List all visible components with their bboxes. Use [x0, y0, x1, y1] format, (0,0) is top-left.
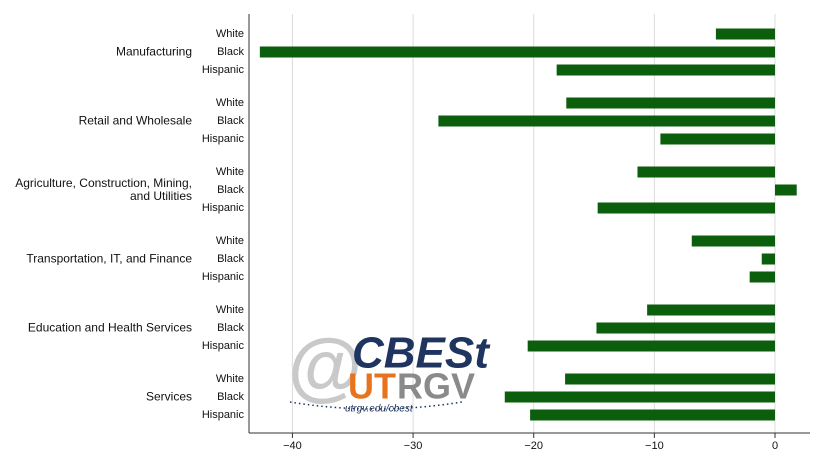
bar — [556, 64, 776, 76]
bar — [597, 202, 776, 214]
category-label: Hispanic — [202, 202, 245, 214]
category-label: Black — [217, 115, 244, 127]
bar — [438, 115, 776, 127]
category-label: White — [216, 235, 244, 247]
group-label: Agriculture, Construction, Mining, and U… — [15, 176, 192, 203]
category-label: White — [216, 97, 244, 109]
category-label: Black — [217, 391, 244, 403]
bar — [691, 235, 776, 247]
bar — [566, 97, 776, 109]
category-label: White — [216, 28, 244, 40]
logo-rgv: RGV — [397, 366, 475, 407]
bar — [775, 184, 797, 196]
logo-url: utrgv.edu/cbest — [345, 404, 414, 415]
category-label: Black — [217, 322, 244, 334]
bar — [647, 304, 776, 316]
bar — [565, 373, 776, 385]
group-label: Manufacturing — [115, 44, 192, 59]
bar — [259, 46, 776, 58]
group-label: Transportation, IT, and Finance — [26, 251, 192, 266]
logo-name: CBESt — [352, 329, 491, 378]
group-label: Education and Health Services — [27, 320, 192, 335]
category-label: Black — [217, 46, 244, 58]
bar — [749, 271, 776, 283]
category-label: White — [216, 166, 244, 178]
group-label: Services — [145, 389, 192, 404]
category-label: Hispanic — [202, 133, 245, 145]
category-label: Hispanic — [202, 64, 245, 76]
category-label: White — [216, 373, 244, 385]
x-tick-label: −10 — [645, 440, 664, 452]
bar — [761, 253, 776, 265]
bar — [660, 133, 776, 145]
x-tick-label: −30 — [404, 440, 423, 452]
bar — [637, 166, 776, 178]
group-label: Retail and Wholesale — [78, 113, 192, 128]
bar — [527, 340, 776, 352]
logo-symbol: @ — [288, 324, 362, 409]
bar — [596, 322, 776, 334]
x-tick-label: −40 — [283, 440, 302, 452]
bar — [715, 28, 776, 40]
category-label: White — [216, 304, 244, 316]
bar — [504, 391, 776, 403]
category-label: Hispanic — [202, 340, 245, 352]
category-label: Black — [217, 184, 244, 196]
x-tick-label: 0 — [772, 440, 778, 452]
logo: @ CBESt UT RGV utrgv.edu/cbest — [288, 324, 491, 415]
x-tick-label: −20 — [524, 440, 543, 452]
category-label: Hispanic — [202, 409, 245, 421]
category-label: Black — [217, 253, 244, 265]
logo-ut: UT — [348, 366, 396, 407]
bar — [530, 409, 776, 421]
logo-dots — [289, 401, 463, 410]
category-label: Hispanic — [202, 271, 245, 283]
